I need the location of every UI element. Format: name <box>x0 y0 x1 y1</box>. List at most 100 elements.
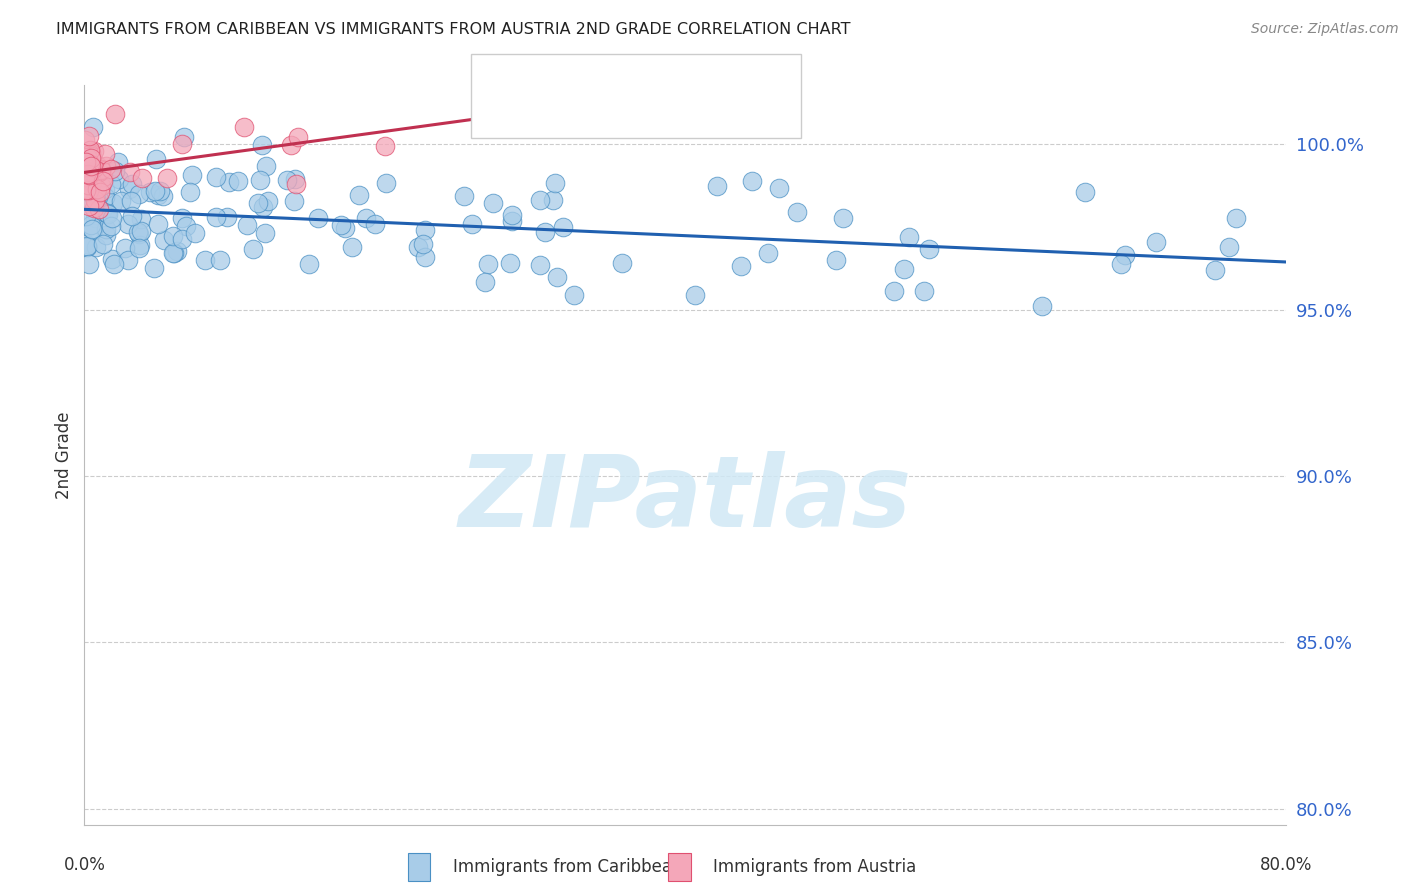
Point <box>145 152 167 166</box>
Point <box>152 189 174 203</box>
Point <box>82 223 104 237</box>
Point <box>96 222 118 236</box>
Point <box>610 256 633 270</box>
Point <box>529 258 551 272</box>
Point <box>128 186 150 201</box>
Point <box>80 153 103 168</box>
Point <box>406 240 429 254</box>
Text: R =  0.267   N =   59: R = 0.267 N = 59 <box>517 105 706 123</box>
Point <box>75 155 97 169</box>
Point <box>77 257 100 271</box>
Point <box>786 205 808 219</box>
Y-axis label: 2nd Grade: 2nd Grade <box>55 411 73 499</box>
Point <box>80 222 103 236</box>
Point <box>1114 248 1136 262</box>
Point <box>413 223 436 237</box>
Point <box>172 136 194 151</box>
Point <box>83 145 105 159</box>
Point <box>87 190 110 204</box>
Point <box>80 159 103 173</box>
Point <box>75 166 97 180</box>
Point <box>77 167 100 181</box>
Point <box>474 275 496 289</box>
Point <box>77 183 100 197</box>
Point <box>162 228 184 243</box>
Point <box>79 218 101 232</box>
Point <box>741 174 763 188</box>
Point <box>546 270 568 285</box>
Point <box>131 171 153 186</box>
Point <box>83 161 105 175</box>
Point <box>544 176 567 190</box>
Point <box>128 227 150 241</box>
Point <box>117 252 139 267</box>
Point <box>156 171 179 186</box>
Point <box>298 257 321 271</box>
Point <box>170 211 193 225</box>
Point <box>103 257 125 271</box>
Point <box>93 171 115 186</box>
Point <box>347 187 370 202</box>
Point <box>75 209 97 223</box>
Point <box>501 208 523 222</box>
Text: IMMIGRANTS FROM CARIBBEAN VS IMMIGRANTS FROM AUSTRIA 2ND GRADE CORRELATION CHART: IMMIGRANTS FROM CARIBBEAN VS IMMIGRANTS … <box>56 22 851 37</box>
Point <box>1218 240 1240 254</box>
Point <box>86 182 108 196</box>
Point <box>374 139 396 153</box>
Point <box>94 147 117 161</box>
Point <box>1111 257 1133 271</box>
Point <box>101 195 124 210</box>
Point <box>100 162 122 177</box>
Point <box>79 157 101 171</box>
Point <box>82 120 104 134</box>
Point <box>83 201 105 215</box>
Point <box>129 224 152 238</box>
Point <box>77 185 100 199</box>
Point <box>91 174 114 188</box>
Point <box>80 149 103 163</box>
Point <box>307 211 329 225</box>
Point <box>80 145 103 160</box>
Point <box>97 206 120 220</box>
Point <box>226 174 249 188</box>
Point <box>170 232 193 246</box>
Point <box>412 236 434 251</box>
Point <box>77 173 100 187</box>
Text: ZIPatlas: ZIPatlas <box>458 450 912 548</box>
Point <box>87 165 110 179</box>
Point <box>1225 211 1247 225</box>
Point <box>706 179 728 194</box>
Point <box>501 214 523 228</box>
Point <box>77 129 100 144</box>
Point <box>86 167 108 181</box>
Point <box>77 178 100 192</box>
Point <box>79 143 101 157</box>
Point <box>252 200 274 214</box>
Point <box>76 150 98 164</box>
Point <box>118 181 141 195</box>
Point <box>218 176 240 190</box>
Point <box>832 211 855 225</box>
Point <box>1031 299 1053 313</box>
Point <box>142 260 165 275</box>
Point <box>242 242 264 256</box>
Point <box>194 253 217 268</box>
Point <box>482 195 505 210</box>
Point <box>912 284 935 298</box>
Point <box>756 246 779 260</box>
Point <box>280 138 302 153</box>
Point <box>94 190 117 204</box>
Point <box>685 288 707 302</box>
Point <box>917 242 939 256</box>
Point <box>75 190 97 204</box>
Point <box>80 151 103 165</box>
Point <box>79 196 101 211</box>
Point <box>364 217 387 231</box>
Point <box>94 159 117 173</box>
Point <box>453 189 475 203</box>
Point <box>83 200 105 214</box>
Point <box>205 170 228 185</box>
Point <box>76 156 98 170</box>
Point <box>287 130 309 145</box>
Point <box>541 193 564 207</box>
